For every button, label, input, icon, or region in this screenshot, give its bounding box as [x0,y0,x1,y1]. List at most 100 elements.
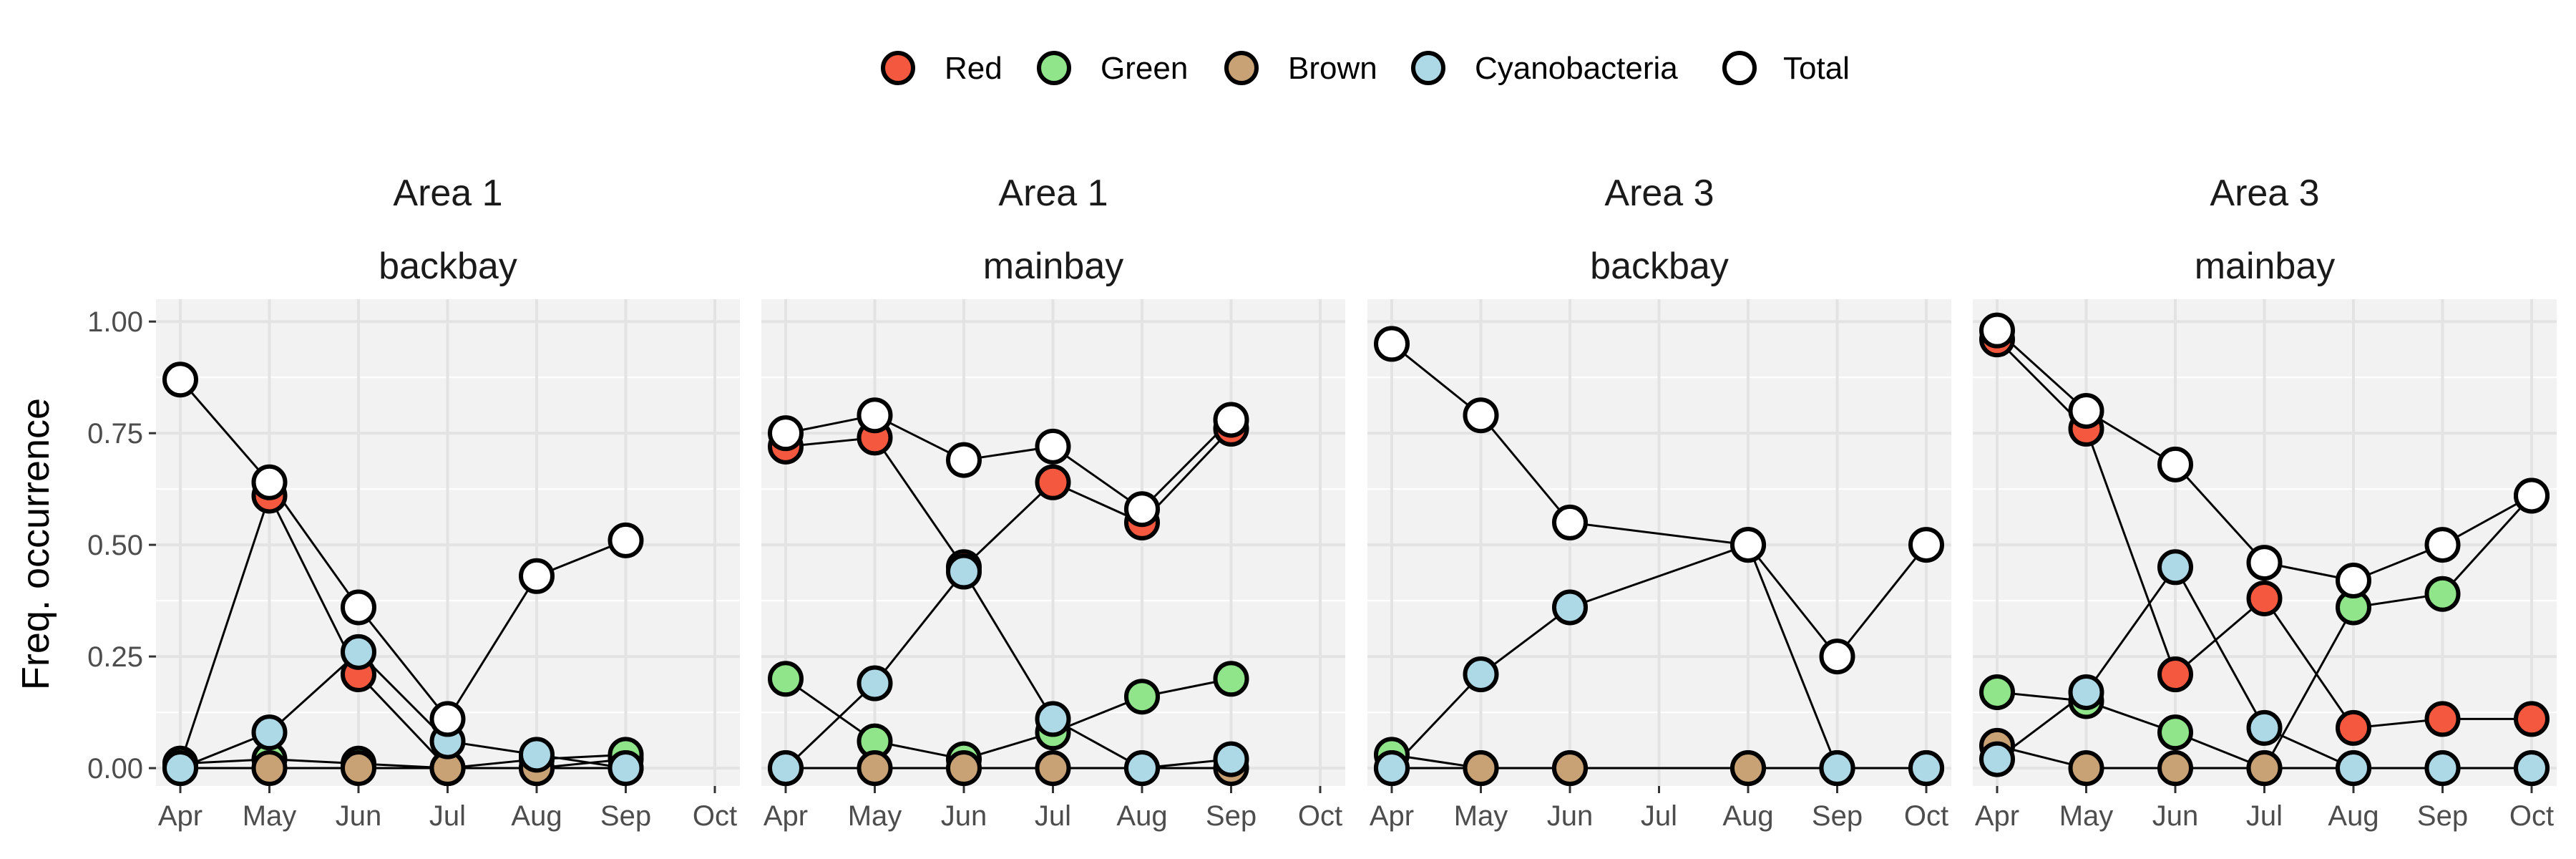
data-point-total [341,589,376,626]
data-point-red [2336,709,2371,746]
data-point-green [1979,674,2015,710]
x-tick-label: May [1454,800,1508,832]
data-point-total [1552,504,1588,540]
panel-strip-bay: mainbay [2195,246,2336,287]
data-point-brown [946,750,982,787]
y-tick-label: 0.75 [87,418,143,450]
x-tick-label: May [848,800,902,832]
data-point-green [768,661,804,697]
data-point-cyanobacteria [2068,674,2104,710]
legend-key-total [1722,51,1757,85]
x-tick-label: Jul [1035,800,1071,832]
data-point-total [2068,392,2104,429]
data-point-brown [1463,750,1499,787]
x-tick-label: Sep [1812,800,1863,832]
y-tick-label: 1.00 [87,306,143,338]
data-point-total [2157,446,2193,482]
data-point-total [2424,527,2461,563]
x-tick-label: May [243,800,297,832]
data-point-total [857,397,893,434]
x-tick-label: Sep [1206,800,1257,832]
data-point-red [2157,656,2193,693]
data-point-total [1819,639,1855,675]
data-point-cyanobacteria [1552,589,1588,626]
data-point-total [608,522,644,558]
x-tick-label: Oct [693,800,737,832]
data-point-brown [2246,750,2283,787]
data-point-total [1730,527,1766,563]
data-point-total [519,558,555,594]
data-point-cyanobacteria [608,750,644,787]
data-point-total [1374,326,1410,362]
legend-key-cyanobacteria [1411,51,1445,85]
y-axis-title: Freq. occurrence [14,398,57,690]
x-tick-label: Aug [2328,800,2379,832]
data-point-cyanobacteria [1819,750,1855,787]
data-point-cyanobacteria [2157,549,2193,586]
x-tick-label: Apr [763,800,808,832]
x-tick-label: Apr [158,800,203,832]
panels: Area 1 backbay Apr May Jun Jul Aug Sep Oct 0.00 0.… [87,173,2557,832]
data-point-green [1213,661,1249,697]
panel-strip-bay: backbay [379,246,517,287]
x-tick-label: Apr [1370,800,1414,832]
data-point-red [2514,701,2550,737]
panel-strip-bay: backbay [1590,246,1729,287]
data-point-cyanobacteria [2514,750,2550,787]
legend-key-red [881,51,915,85]
data-point-red [1035,464,1071,500]
x-tick-label: Aug [1116,800,1167,832]
x-tick-label: Sep [2417,800,2468,832]
data-point-total [1908,527,1944,563]
x-tick-label: Aug [511,800,562,832]
data-point-cyanobacteria [2424,750,2461,787]
data-point-cyanobacteria [946,553,982,590]
data-point-total [2336,563,2371,599]
series-points [768,397,1249,787]
data-point-total [1979,312,2015,349]
data-point-cyanobacteria [1213,741,1249,777]
legend-key-green [1037,51,1071,85]
data-point-brown [1552,750,1588,787]
x-tick-label: Jun [2152,800,2199,832]
data-point-brown [251,750,288,787]
x-tick-label: Oct [1298,800,1342,832]
data-point-cyanobacteria [1374,750,1410,787]
data-point-cyanobacteria [1979,741,2015,777]
data-point-total [946,442,982,478]
series-points [1374,326,1944,787]
data-point-green [1124,679,1160,715]
data-point-total [2514,477,2550,514]
data-point-cyanobacteria [857,665,893,702]
y-tick-label: 0.50 [87,530,143,561]
panel-4: Area 3 mainbay Apr May Jun Jul Aug Sep Oct [1973,173,2557,832]
data-point-red [2246,580,2283,616]
data-point-brown [2157,750,2193,787]
data-point-cyanobacteria [2246,709,2283,746]
legend-key-brown [1224,51,1259,85]
legend-label-brown: Brown [1288,51,1377,86]
data-point-cyanobacteria [2336,750,2371,787]
x-tick-label: Jun [1547,800,1594,832]
data-point-brown [1035,750,1071,787]
data-point-brown [341,750,376,787]
panel-strip-bay: mainbay [983,246,1124,287]
data-point-red [2424,701,2461,737]
series-points [162,361,644,787]
data-point-cyanobacteria [1908,750,1944,787]
data-point-total [251,464,288,500]
x-tick-label: Jul [429,800,466,832]
x-tick-label: Aug [1722,800,1773,832]
data-point-total [162,361,198,398]
legend-label-total: Total [1783,51,1850,86]
legend-label-cyanobacteria: Cyanobacteria [1475,51,1678,86]
data-point-total [1124,491,1160,528]
x-tick-label: Oct [2509,800,2554,832]
data-point-brown [1730,750,1766,787]
legend-label-green: Green [1101,51,1188,86]
data-point-total [2246,545,2283,581]
data-point-green [2157,714,2193,751]
data-point-total [1035,428,1071,465]
data-point-total [1213,402,1249,438]
